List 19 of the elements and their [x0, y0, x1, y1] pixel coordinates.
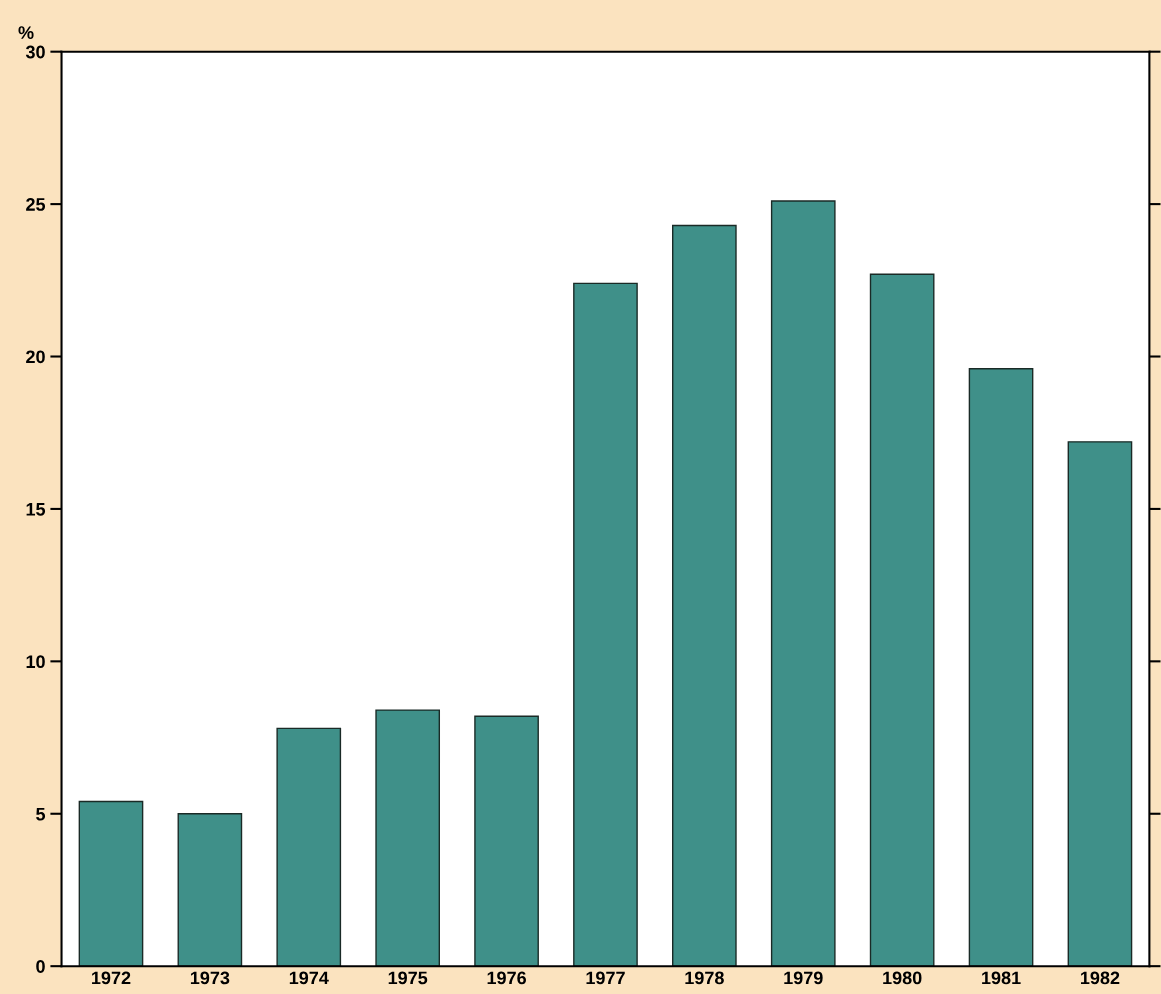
- y-tick-label: 25: [26, 198, 46, 211]
- y-tick-label: 10: [26, 655, 45, 669]
- x-tick-label: 1979: [784, 971, 823, 985]
- x-tick-label: 1975: [388, 971, 428, 985]
- x-tick-label: 1972: [92, 971, 131, 985]
- y-tick-label: 20: [26, 350, 45, 364]
- y-axis-title: %: [18, 26, 34, 39]
- x-tick-label: 1973: [190, 971, 230, 985]
- x-tick-label: 1978: [685, 971, 724, 985]
- y-tick-label: 5: [36, 807, 46, 821]
- x-tick-label: 1981: [982, 971, 1021, 985]
- y-tick-label: 0: [36, 960, 45, 973]
- x-tick-label: 1980: [883, 971, 922, 985]
- y-tick-label: 30: [25, 45, 45, 59]
- x-tick-label: 1982: [1081, 971, 1120, 985]
- x-tick-label: 1977: [586, 971, 625, 985]
- y-tick-label: 15: [26, 503, 46, 516]
- x-tick-label: 1974: [289, 971, 329, 985]
- x-tick-label: 1976: [487, 971, 526, 985]
